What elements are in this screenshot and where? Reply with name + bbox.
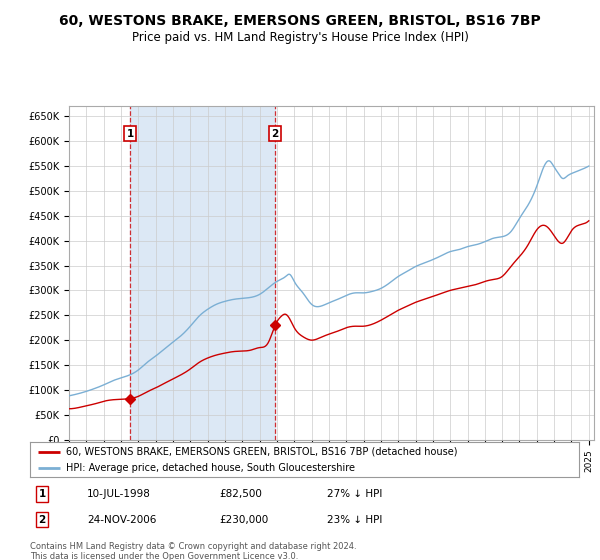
Text: 2: 2: [272, 129, 279, 139]
Text: 1: 1: [127, 129, 134, 139]
Text: 2: 2: [38, 515, 46, 525]
Text: Contains HM Land Registry data © Crown copyright and database right 2024.
This d: Contains HM Land Registry data © Crown c…: [30, 542, 356, 560]
Text: HPI: Average price, detached house, South Gloucestershire: HPI: Average price, detached house, Sout…: [65, 463, 355, 473]
Text: 1: 1: [38, 489, 46, 499]
Bar: [130, 106, 275, 440]
Text: £230,000: £230,000: [219, 515, 268, 525]
Text: 23% ↓ HPI: 23% ↓ HPI: [327, 515, 382, 525]
Text: 60, WESTONS BRAKE, EMERSONS GREEN, BRISTOL, BS16 7BP (detached house): 60, WESTONS BRAKE, EMERSONS GREEN, BRIST…: [65, 447, 457, 457]
Text: £82,500: £82,500: [219, 489, 262, 499]
Text: 60, WESTONS BRAKE, EMERSONS GREEN, BRISTOL, BS16 7BP: 60, WESTONS BRAKE, EMERSONS GREEN, BRIST…: [59, 14, 541, 28]
Text: 27% ↓ HPI: 27% ↓ HPI: [327, 489, 382, 499]
Text: 24-NOV-2006: 24-NOV-2006: [87, 515, 157, 525]
Text: Price paid vs. HM Land Registry's House Price Index (HPI): Price paid vs. HM Land Registry's House …: [131, 31, 469, 44]
Text: 10-JUL-1998: 10-JUL-1998: [87, 489, 151, 499]
